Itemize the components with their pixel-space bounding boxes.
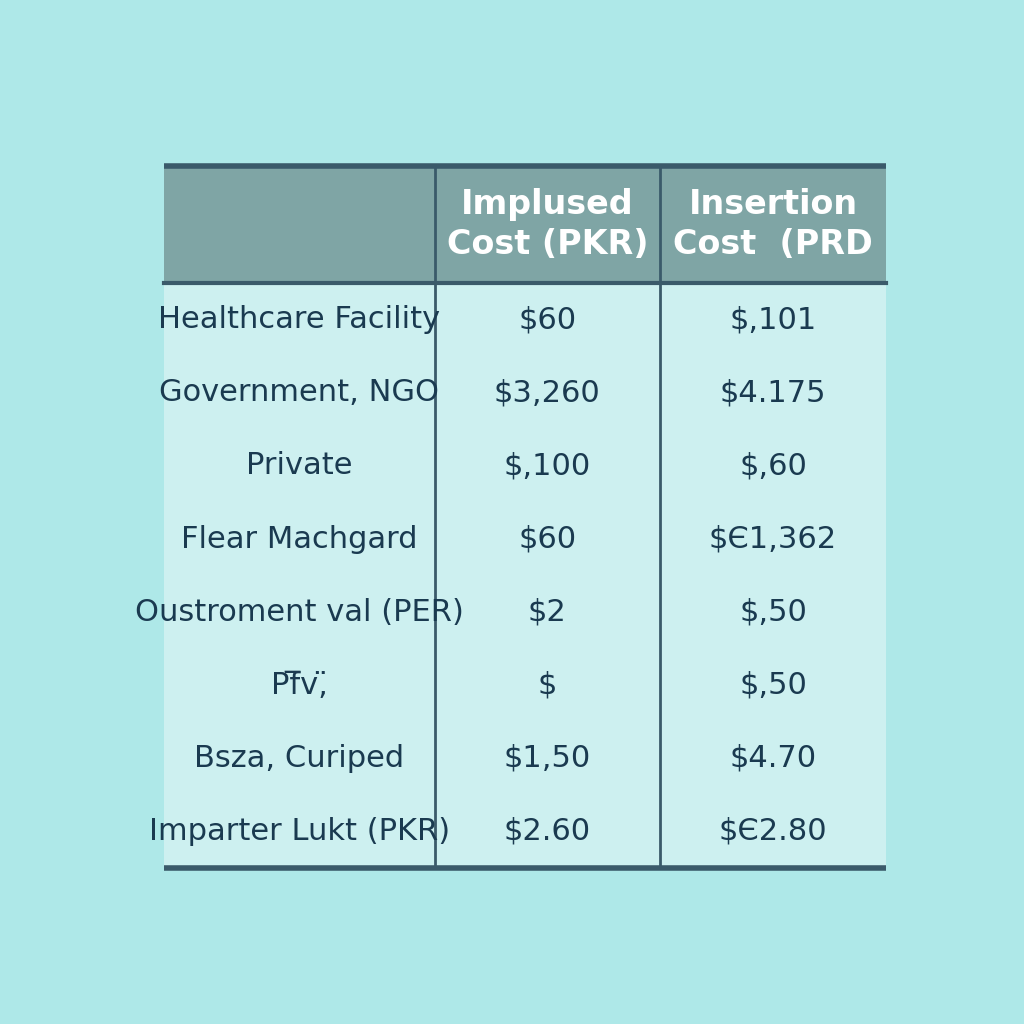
Text: Flear Machgard: Flear Machgard	[181, 524, 418, 554]
Text: $3,260: $3,260	[494, 378, 601, 408]
Bar	[164, 166, 886, 284]
Text: $Є2.80: $Є2.80	[719, 817, 827, 846]
Text: Private: Private	[246, 452, 352, 480]
Text: Healthcare Facility: Healthcare Facility	[158, 305, 440, 334]
Text: Oustroment val (PER): Oustroment val (PER)	[135, 598, 464, 627]
Text: Bsza, Curiped: Bsza, Curiped	[195, 743, 404, 773]
Text: Implused
Cost (PKR): Implused Cost (PKR)	[446, 188, 648, 261]
Text: $: $	[538, 671, 557, 699]
Text: $,50: $,50	[739, 598, 807, 627]
Text: $Є1,362: $Є1,362	[709, 524, 837, 554]
Text: $,50: $,50	[739, 671, 807, 699]
Text: $2: $2	[528, 598, 566, 627]
Text: $,100: $,100	[504, 452, 591, 480]
Text: $2.60: $2.60	[504, 817, 591, 846]
Text: $60: $60	[518, 305, 577, 334]
Text: Imparter Lukt (PKR): Imparter Lukt (PKR)	[148, 817, 450, 846]
Text: $4.70: $4.70	[729, 743, 816, 773]
Text: $,60: $,60	[739, 452, 807, 480]
Text: Pf̅v,̈: Pf̅v,̈	[270, 671, 328, 699]
Text: $60: $60	[518, 524, 577, 554]
Bar	[164, 284, 886, 868]
Text: $,101: $,101	[729, 305, 817, 334]
Text: $1,50: $1,50	[504, 743, 591, 773]
Text: Government, NGO: Government, NGO	[159, 378, 439, 408]
Text: $4.175: $4.175	[720, 378, 826, 408]
Text: Insertion
Cost  (PRD: Insertion Cost (PRD	[673, 188, 872, 261]
